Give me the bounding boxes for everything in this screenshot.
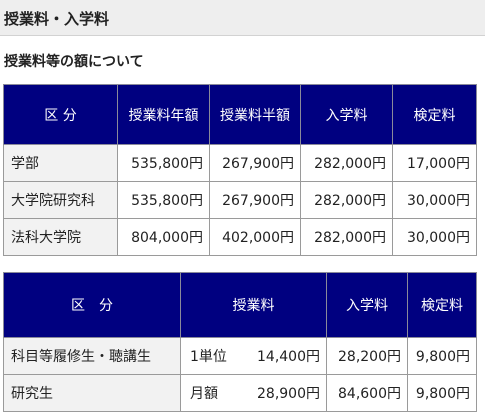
table-row: 大学院研究科 535,800円 267,900円 282,000円 30,000… (3, 181, 477, 219)
table-row: 科目等履修生・聴講生 1単位 14,400円 28,200円 9,800円 (3, 337, 477, 375)
table-header-row: 区 分 授業料 入学料 検定料 (3, 272, 477, 338)
table-header-row: 区 分 授業料年額 授業料半額 入学料 検定料 (3, 84, 477, 145)
annual-tuition-cell: 535,800円 (117, 181, 210, 219)
column-header-half-tuition: 授業料半額 (209, 84, 301, 145)
table-row: 学部 535,800円 267,900円 282,000円 17,000円 (3, 144, 477, 182)
half-tuition-cell: 267,900円 (209, 181, 301, 219)
tuition-cell: 1単位 14,400円 (180, 337, 327, 375)
exam-fee-cell: 17,000円 (392, 144, 477, 182)
admission-fee-cell: 282,000円 (300, 181, 393, 219)
column-header-tuition: 授業料 (180, 272, 327, 338)
tuition-amount: 28,900円 (257, 386, 320, 402)
exam-fee-cell: 30,000円 (392, 218, 477, 256)
admission-fee-cell: 28,200円 (326, 337, 408, 375)
admission-fee-cell: 282,000円 (300, 144, 393, 182)
page-header: 授業料・入学料 (0, 0, 485, 36)
annual-tuition-cell: 804,000円 (117, 218, 210, 256)
row-label: 科目等履修生・聴講生 (3, 337, 181, 375)
column-header-category: 区 分 (3, 84, 118, 145)
admission-fee-cell: 282,000円 (300, 218, 393, 256)
tuition-cell: 月額 28,900円 (180, 374, 327, 412)
column-header-admission-fee: 入学料 (326, 272, 408, 338)
row-label: 研究生 (3, 374, 181, 412)
tuition-unit: 月額 (190, 386, 218, 402)
column-header-exam-fee: 検定料 (392, 84, 477, 145)
tuition-unit: 1単位 (190, 349, 227, 365)
exam-fee-cell: 30,000円 (392, 181, 477, 219)
admission-fee-cell: 84,600円 (326, 374, 408, 412)
row-label: 法科大学院 (3, 218, 118, 256)
tuition-amount: 14,400円 (257, 349, 320, 365)
fee-table: 区 分 授業料年額 授業料半額 入学料 検定料 学部 535,800円 267,… (3, 84, 477, 256)
column-header-category: 区 分 (3, 272, 181, 338)
exam-fee-cell: 9,800円 (407, 374, 477, 412)
table-row: 研究生 月額 28,900円 84,600円 9,800円 (3, 374, 477, 412)
page-title: 授業料・入学料 (4, 10, 110, 28)
half-tuition-cell: 402,000円 (209, 218, 301, 256)
table-row: 法科大学院 804,000円 402,000円 282,000円 30,000円 (3, 218, 477, 256)
exam-fee-cell: 9,800円 (407, 337, 477, 375)
column-header-annual-tuition: 授業料年額 (117, 84, 210, 145)
half-tuition-cell: 267,900円 (209, 144, 301, 182)
row-label: 大学院研究科 (3, 181, 118, 219)
annual-tuition-cell: 535,800円 (117, 144, 210, 182)
non-degree-fee-table: 区 分 授業料 入学料 検定料 科目等履修生・聴講生 1単位 14,400円 2… (3, 272, 477, 412)
section-title: 授業料等の額について (4, 54, 144, 70)
row-label: 学部 (3, 144, 118, 182)
column-header-exam-fee: 検定料 (407, 272, 477, 338)
column-header-admission-fee: 入学料 (300, 84, 393, 145)
